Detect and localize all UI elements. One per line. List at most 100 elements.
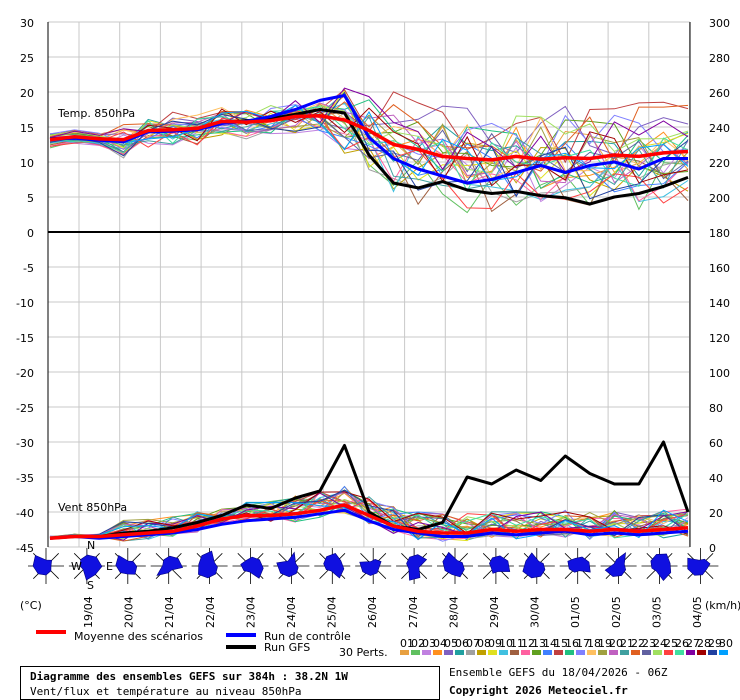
rose-fill bbox=[276, 551, 299, 578]
perturbation-legend: 0102030405060708091011121314151617181920… bbox=[400, 637, 733, 655]
wind-rose bbox=[600, 548, 637, 584]
rose-fill bbox=[442, 551, 465, 578]
left-tick-label: 30 bbox=[20, 17, 34, 30]
right-tick-label: 240 bbox=[709, 122, 730, 135]
pert-swatch bbox=[554, 650, 563, 655]
pert-swatch bbox=[477, 650, 486, 655]
right-tick-label: 140 bbox=[709, 297, 730, 310]
rose-fill bbox=[198, 550, 218, 579]
pert-swatch bbox=[444, 650, 453, 655]
right-axis-ticks: 3002802602402202001801601401201008060402… bbox=[709, 17, 730, 555]
left-tick-label: -15 bbox=[16, 332, 34, 345]
right-tick-label: 300 bbox=[709, 17, 730, 30]
wind-series-0 bbox=[49, 503, 689, 541]
wind-series-2 bbox=[49, 440, 690, 540]
left-tick-label: 20 bbox=[20, 87, 34, 100]
left-tick-label: 10 bbox=[20, 157, 34, 170]
right-tick-label: 0 bbox=[709, 542, 716, 555]
pert-temp-line bbox=[49, 106, 689, 193]
copyright: Copyright 2026 Meteociel.fr bbox=[449, 684, 628, 697]
pert-number: 30 bbox=[719, 637, 733, 650]
pert-number: 14 bbox=[543, 637, 557, 650]
pert-swatch bbox=[521, 650, 530, 655]
x-date-label: 26/04 bbox=[366, 596, 379, 628]
rose-fill bbox=[32, 554, 53, 576]
rose-fill bbox=[522, 552, 546, 579]
pert-swatch bbox=[532, 650, 541, 655]
compass-e: E bbox=[106, 560, 113, 573]
pert-wind-line bbox=[49, 489, 689, 541]
pert-temp-line bbox=[49, 115, 689, 197]
pert-swatch bbox=[587, 650, 596, 655]
pert-swatch bbox=[433, 650, 442, 655]
pert-number: 13 bbox=[532, 637, 546, 650]
pert-number: 21 bbox=[620, 637, 634, 650]
pert-swatch bbox=[422, 650, 431, 655]
left-tick-label: -40 bbox=[16, 507, 34, 520]
pert-number: 01 bbox=[400, 637, 414, 650]
x-date-label: 29/04 bbox=[488, 596, 501, 628]
pert-swatch bbox=[598, 650, 607, 655]
x-date-label: 03/05 bbox=[650, 596, 663, 628]
legend-gfs-label: Run GFS bbox=[264, 641, 310, 654]
left-tick-label: -30 bbox=[16, 437, 34, 450]
wind-rose bbox=[641, 548, 678, 584]
pert-number: 10 bbox=[499, 637, 513, 650]
right-tick-label: 160 bbox=[709, 262, 730, 275]
pert-number: 23 bbox=[642, 637, 656, 650]
wind-rose bbox=[682, 548, 719, 584]
pert-swatch bbox=[653, 650, 662, 655]
x-date-label: 19/04 bbox=[82, 596, 95, 628]
unit-right: (km/h) bbox=[705, 599, 740, 612]
footer-title: Diagramme des ensembles GEFS sur 384h : … bbox=[30, 670, 348, 683]
left-axis-ticks: 30 25 20 15 10 5 0 -5 -10 -15 -20 -25 -30 -35 -40 -45 bbox=[16, 17, 34, 555]
x-date-label: 24/04 bbox=[285, 596, 298, 628]
legend-perts-label: 30 Perts. bbox=[339, 646, 388, 659]
rose-fill bbox=[567, 556, 591, 573]
right-tick-label: 180 bbox=[709, 227, 730, 240]
plot-frame bbox=[47, 22, 691, 547]
compass: N W E S bbox=[71, 539, 113, 592]
pert-swatch bbox=[620, 650, 629, 655]
pert-number: 20 bbox=[609, 637, 623, 650]
pert-temp-line bbox=[50, 107, 689, 187]
pert-number: 19 bbox=[598, 637, 612, 650]
legend: Moyenne des scénarios Run de contrôle Ru… bbox=[36, 630, 733, 659]
left-tick-label: 5 bbox=[27, 192, 34, 205]
compass-s: S bbox=[87, 579, 94, 592]
right-tick-label: 200 bbox=[709, 192, 730, 205]
left-tick-label: 0 bbox=[27, 227, 34, 240]
rose-fill bbox=[79, 554, 103, 581]
pert-number: 15 bbox=[554, 637, 568, 650]
wind-rose bbox=[109, 548, 146, 584]
pert-number: 04 bbox=[433, 637, 447, 650]
legend-mean-label: Moyenne des scénarios bbox=[74, 630, 203, 643]
right-tick-label: 280 bbox=[709, 52, 730, 65]
wind-rose bbox=[28, 548, 64, 584]
pert-number: 25 bbox=[664, 637, 678, 650]
right-tick-label: 100 bbox=[709, 367, 730, 380]
x-date-label: 22/04 bbox=[204, 596, 217, 628]
pert-number: 09 bbox=[488, 637, 502, 650]
pert-number: 11 bbox=[510, 637, 524, 650]
pert-number: 08 bbox=[477, 637, 491, 650]
pert-wind-line bbox=[49, 491, 689, 540]
pert-number: 18 bbox=[587, 637, 601, 650]
pert-number: 16 bbox=[565, 637, 579, 650]
right-tick-label: 220 bbox=[709, 157, 730, 170]
unit-left: (°C) bbox=[20, 599, 42, 612]
x-date-label: 02/05 bbox=[610, 596, 623, 628]
x-date-label: 21/04 bbox=[163, 596, 176, 628]
wind-rose bbox=[191, 548, 228, 584]
rose-fill bbox=[406, 554, 428, 581]
rose-fill bbox=[650, 553, 672, 581]
wind-rose bbox=[314, 548, 351, 584]
pert-swatch bbox=[642, 650, 651, 655]
left-tick-label: -20 bbox=[16, 367, 34, 380]
left-tick-label: -45 bbox=[16, 542, 34, 555]
x-axis-date-labels: 19/04 20/04 21/04 22/04 23/04 24/04 25/04 26/04… bbox=[82, 596, 704, 628]
pert-number: 24 bbox=[653, 637, 667, 650]
pert-swatch bbox=[543, 650, 552, 655]
left-tick-label: 15 bbox=[20, 122, 34, 135]
wind-rose bbox=[232, 548, 269, 584]
